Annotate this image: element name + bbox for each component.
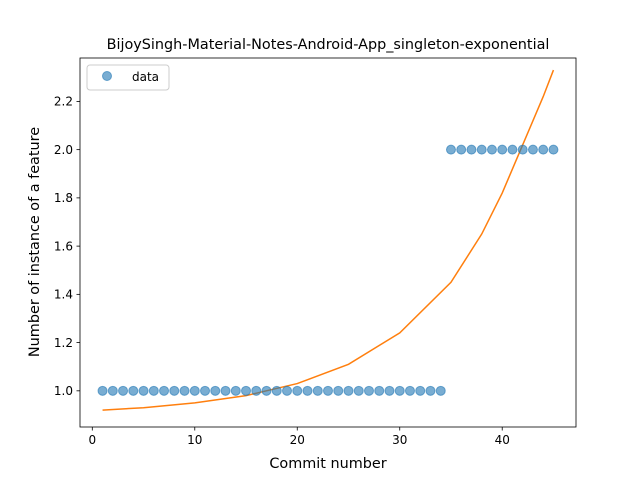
- legend-marker-data: [102, 71, 112, 81]
- data-point: [394, 385, 405, 396]
- y-tick-label: 1.8: [54, 191, 73, 205]
- x-axis-label: Commit number: [269, 456, 386, 472]
- y-tick-label: 1.2: [54, 336, 73, 350]
- data-point: [435, 385, 446, 396]
- x-tick-label: 10: [187, 433, 202, 447]
- y-axis-ticks: 1.0 1.2 1.4 1.6 1.8 2.0 2.2: [54, 95, 80, 398]
- data-point: [302, 385, 313, 396]
- data-point: [507, 144, 518, 155]
- y-tick-label: 1.0: [54, 384, 73, 398]
- y-tick-label: 2.0: [54, 143, 73, 157]
- data-point: [282, 385, 293, 396]
- data-point: [517, 144, 528, 155]
- data-point: [220, 385, 231, 396]
- data-point: [107, 385, 118, 396]
- data-point: [476, 144, 487, 155]
- data-point: [189, 385, 200, 396]
- data-point: [230, 385, 241, 396]
- legend: data: [86, 64, 170, 91]
- y-axis-label: Number of instance of a feature: [27, 127, 43, 357]
- data-point: [241, 385, 252, 396]
- data-point: [343, 385, 354, 396]
- data-point: [251, 385, 262, 396]
- data-point: [538, 144, 549, 155]
- data-point: [548, 144, 559, 155]
- plot-area: [79, 57, 577, 428]
- data-point: [169, 385, 180, 396]
- x-tick-label: 20: [290, 433, 305, 447]
- data-point: [200, 385, 211, 396]
- data-point: [425, 385, 436, 396]
- data-point: [527, 144, 538, 155]
- data-point: [210, 385, 221, 396]
- data-point: [179, 385, 190, 396]
- x-tick-label: 30: [392, 433, 407, 447]
- data-point: [353, 385, 364, 396]
- data-point: [312, 385, 323, 396]
- x-tick-label: 40: [495, 433, 510, 447]
- data-point: [261, 385, 272, 396]
- data-point: [363, 385, 374, 396]
- data-point: [384, 385, 395, 396]
- chart-title: BijoySingh-Material-Notes-Android-App_si…: [107, 37, 550, 53]
- data-point: [97, 385, 108, 396]
- data-point: [118, 385, 129, 396]
- y-tick-label: 2.2: [54, 95, 73, 109]
- data-point: [323, 385, 333, 396]
- data-point: [497, 144, 508, 155]
- data-point: [128, 385, 139, 396]
- legend-label-data: data: [132, 70, 159, 84]
- data-point: [159, 385, 170, 396]
- x-tick-label: 0: [88, 433, 96, 447]
- data-point: [456, 144, 467, 155]
- data-point: [486, 144, 497, 155]
- data-point: [466, 144, 477, 155]
- y-tick-label: 1.6: [54, 239, 73, 253]
- data-point: [148, 385, 159, 396]
- data-point: [138, 385, 149, 396]
- data-point: [374, 385, 385, 396]
- axes-frame: [79, 57, 577, 428]
- data-point: [415, 385, 426, 396]
- y-tick-label: 1.4: [54, 288, 73, 302]
- data-point: [292, 385, 303, 396]
- data-point: [333, 385, 344, 396]
- data-point: [271, 385, 282, 396]
- x-axis-ticks: 0 10 20 30 40: [88, 427, 510, 447]
- data-point: [404, 385, 415, 396]
- data-point: [445, 144, 456, 155]
